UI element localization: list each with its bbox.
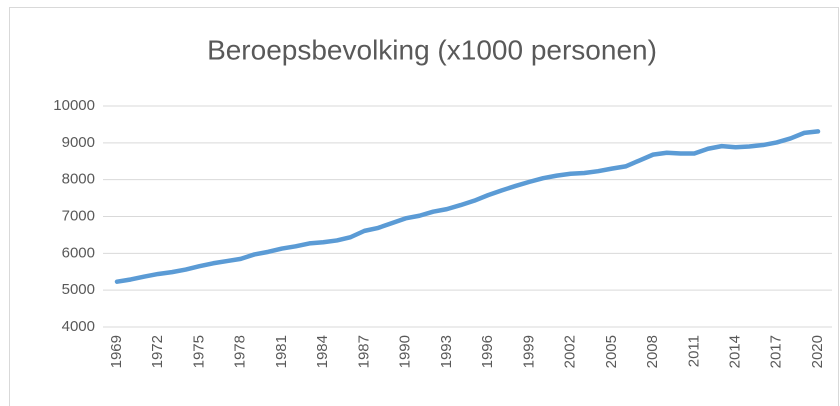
x-tick-label: 2011 (685, 335, 702, 367)
x-tick-label: 1978 (232, 335, 249, 368)
x-tick-label: 1981 (273, 335, 290, 368)
x-tick-label: 2014 (726, 335, 743, 368)
x-tick-label: 2017 (768, 335, 785, 368)
x-tick-label: 2002 (562, 335, 579, 368)
data-line (114, 129, 821, 284)
y-tick-label: 10000 (53, 97, 95, 114)
x-tick-label: 1972 (149, 335, 166, 368)
x-tick-label: 2020 (809, 335, 826, 368)
x-tick-label: 1969 (108, 335, 125, 368)
y-tick-label: 8000 (62, 171, 95, 188)
y-tick-label: 6000 (62, 244, 95, 261)
x-tick-label: 2005 (603, 335, 620, 368)
x-tick-label: 1999 (520, 335, 537, 368)
y-tick-label: 7000 (62, 207, 95, 224)
y-tick-label: 5000 (62, 281, 95, 298)
y-tick-label: 9000 (62, 134, 95, 151)
x-tick-label: 1996 (479, 335, 496, 368)
x-tick-label: 1975 (190, 335, 207, 368)
x-tick-label: 2008 (644, 335, 661, 368)
x-tick-label: 1987 (355, 335, 372, 368)
x-tick-label: 1990 (397, 335, 414, 368)
x-tick-label: 1984 (314, 335, 331, 368)
x-tick-label: 1993 (438, 335, 455, 368)
chart-title: Beroepsbevolking (x1000 personen) (207, 34, 657, 65)
y-tick-label: 4000 (62, 318, 95, 335)
chart-border (9, 7, 839, 406)
